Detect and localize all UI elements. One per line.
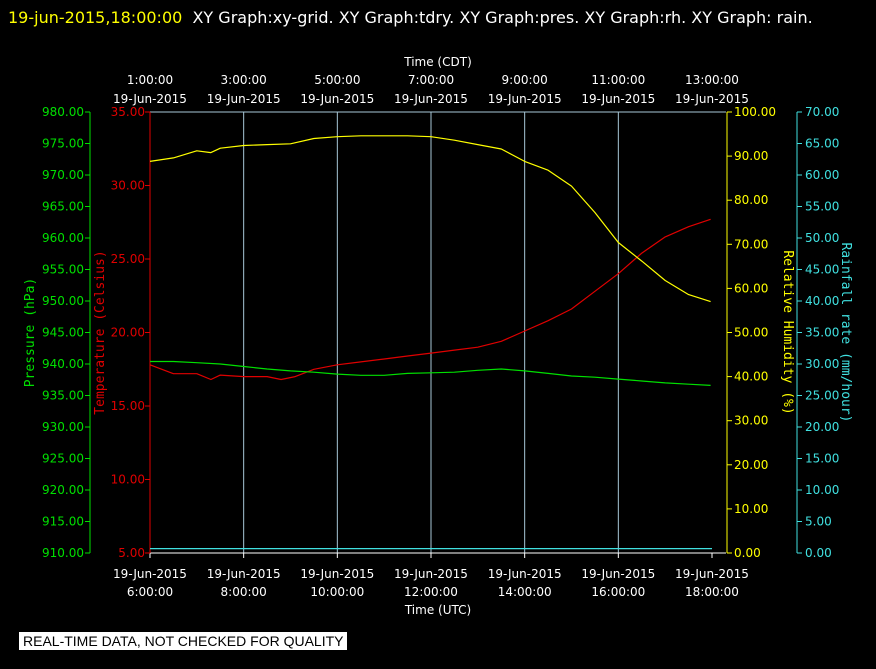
humidity-tick-label: 70.00 [734,237,768,251]
x-tick-label-bottom-time: 12:00:00 [404,585,458,599]
x-tick-label-bottom-date: 19-Jun-2015 [113,567,187,581]
humidity-axis-title: Relative Humidity (%) [780,250,795,414]
temperature-series-line [149,218,711,381]
rain-tick-label: 20.00 [805,420,839,434]
x-tick-label-bottom-time: 6:00:00 [127,585,173,599]
x-tick-label-top-date: 19-Jun-2015 [394,92,468,106]
pressure-tick-label: 980.00 [42,105,84,119]
x-tick-label-bottom-date: 19-Jun-2015 [581,567,655,581]
x-tick-label-bottom-time: 8:00:00 [221,585,267,599]
pressure-tick-label: 975.00 [42,137,84,151]
temperature-tick-label: 30.00 [111,179,145,193]
pressure-tick-label: 945.00 [42,326,84,340]
temperature-tick-label: 5.00 [118,546,145,560]
pressure-axis-title: Pressure (hPa) [23,278,38,388]
pressure-tick-label: 910.00 [42,546,84,560]
humidity-tick-label: 90.00 [734,149,768,163]
pressure-tick-label: 955.00 [42,263,84,277]
pressure-tick-label: 965.00 [42,200,84,214]
pressure-tick-label: 950.00 [42,294,84,308]
rain-tick-label: 5.00 [805,515,832,529]
rain-tick-label: 10.00 [805,483,839,497]
pressure-series-line [150,360,711,386]
rain-tick-label: 65.00 [805,137,839,151]
x-tick-label-top-time: 13:00:00 [685,73,739,87]
pressure-tick-label: 930.00 [42,420,84,434]
rain-tick-label: 25.00 [805,389,839,403]
rain-tick-label: 35.00 [805,326,839,340]
pressure-tick-label: 915.00 [42,515,84,529]
header-titles: XY Graph:xy-grid. XY Graph:tdry. XY Grap… [192,8,813,27]
x-tick-label-bottom-date: 19-Jun-2015 [394,567,468,581]
pressure-tick-label: 970.00 [42,168,84,182]
x-tick-label-top-date: 19-Jun-2015 [113,92,187,106]
x-axis-title-bottom: Time (UTC) [404,603,471,617]
pressure-tick-label: 925.00 [42,452,84,466]
pressure-tick-label: 960.00 [42,231,84,245]
x-tick-label-top-date: 19-Jun-2015 [581,92,655,106]
pressure-tick-label: 940.00 [42,357,84,371]
x-tick-label-top-time: 3:00:00 [221,73,267,87]
rain-tick-label: 30.00 [805,357,839,371]
x-tick-label-bottom-date: 19-Jun-2015 [300,567,374,581]
rain-tick-label: 70.00 [805,105,839,119]
x-tick-label-bottom-date: 19-Jun-2015 [488,567,562,581]
x-tick-label-bottom-date: 19-Jun-2015 [675,567,749,581]
rain-tick-label: 0.00 [805,546,832,560]
humidity-tick-label: 60.00 [734,281,768,295]
x-tick-label-bottom-time: 14:00:00 [498,585,552,599]
humidity-tick-label: 40.00 [734,370,768,384]
pressure-tick-label: 920.00 [42,483,84,497]
x-tick-label-top-time: 11:00:00 [591,73,645,87]
x-tick-label-top-date: 19-Jun-2015 [488,92,562,106]
x-axis-title-top: Time (CDT) [403,55,472,69]
x-tick-label-top-time: 7:00:00 [408,73,454,87]
rain-tick-label: 15.00 [805,452,839,466]
header-timestamp: 19-jun-2015,18:00:00 [8,8,183,27]
temperature-axis-title: Temperature (Celsius) [93,250,108,414]
rain-tick-label: 45.00 [805,263,839,277]
temperature-tick-label: 25.00 [111,252,145,266]
temperature-tick-label: 10.00 [111,473,145,487]
quality-notice: REAL-TIME DATA, NOT CHECKED FOR QUALITY [19,632,348,650]
rain-tick-label: 55.00 [805,200,839,214]
x-tick-label-top-time: 1:00:00 [127,73,173,87]
humidity-series-line [149,135,711,303]
temperature-tick-label: 15.00 [111,399,145,413]
humidity-tick-label: 20.00 [734,458,768,472]
x-tick-label-top-time: 9:00:00 [502,73,548,87]
x-tick-label-bottom-time: 18:00:00 [685,585,739,599]
humidity-tick-label: 10.00 [734,502,768,516]
humidity-tick-label: 0.00 [734,546,761,560]
x-tick-label-top-time: 5:00:00 [314,73,360,87]
x-tick-label-top-date: 19-Jun-2015 [300,92,374,106]
temperature-tick-label: 35.00 [111,105,145,119]
temperature-tick-label: 20.00 [111,326,145,340]
humidity-tick-label: 80.00 [734,193,768,207]
humidity-tick-label: 100.00 [734,105,776,119]
humidity-tick-label: 50.00 [734,326,768,340]
x-tick-label-bottom-time: 16:00:00 [591,585,645,599]
graph-header: 19-jun-2015,18:00:00 XY Graph:xy-grid. X… [8,4,868,31]
humidity-tick-label: 30.00 [734,414,768,428]
pressure-tick-label: 935.00 [42,389,84,403]
x-tick-label-top-date: 19-Jun-2015 [675,92,749,106]
rain-tick-label: 60.00 [805,168,839,182]
x-tick-label-top-date: 19-Jun-2015 [207,92,281,106]
x-tick-label-bottom-date: 19-Jun-2015 [207,567,281,581]
rain-tick-label: 50.00 [805,231,839,245]
rain-axis-title: Rainfall rate (mm/hour) [838,242,853,422]
x-tick-label-bottom-time: 10:00:00 [310,585,364,599]
rain-tick-label: 40.00 [805,294,839,308]
